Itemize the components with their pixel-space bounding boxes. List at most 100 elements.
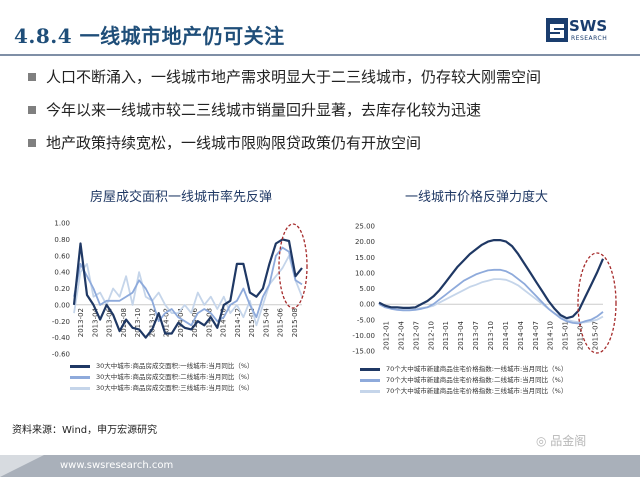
bullet-item: 地产政策持续宽松，一线城市限购限贷政策仍有开放空间 (28, 133, 541, 166)
title-divider (0, 54, 640, 56)
y-tick-label: 0.00 (54, 301, 70, 309)
x-tick-label: 2015-04 (577, 320, 585, 350)
bullet-item: 人口不断涌入，一线城市地产需求明显大于二三线城市，仍存较大刚需空间 (28, 67, 542, 100)
chart1-title: 房屋成交面积一线城市率先反弹 (90, 190, 273, 205)
legend-label: 30大中城市:商品房成交面积:三线城市:当月同比（%） (96, 384, 254, 392)
x-tick-label: 2015-01 (562, 321, 570, 350)
y-tick-label: -15.00 (352, 348, 375, 356)
bullet-square-icon (28, 106, 36, 114)
y-tick-label: 0.00 (359, 301, 375, 309)
bullet-square-icon (28, 73, 36, 81)
x-tick-label: 2012-04 (397, 320, 405, 350)
x-tick-label: 2013-04 (91, 307, 99, 337)
legend-item: 30大中城市:商品房成交面积:三线城市:当月同比（%） (70, 383, 254, 394)
legend-swatch (360, 390, 380, 393)
legend-swatch (360, 379, 380, 382)
x-tick-label: 2014-06 (191, 307, 199, 337)
bullet-list: 人口不断涌入，一线城市地产需求明显大于二三线城市，仍存较大刚需空间 今年以来一线… (28, 67, 542, 166)
x-tick-label: 2013-01 (442, 321, 450, 350)
x-tick-label: 2013-10 (134, 308, 142, 337)
legend-item: 70个大中城市新建商品住宅价格指数:一线城市:当月同比（%） (360, 364, 567, 375)
chart1-plot: 1.00 0.80 0.60 0.40 0.20 0.00 -0.20 -0.40 -0.60 2… (52, 220, 308, 359)
y-tick-label: -0.20 (52, 318, 70, 326)
footer-url: www.swsresearch.com (60, 460, 174, 471)
series-line (378, 278, 604, 324)
x-tick-label: 2014-12 (234, 308, 242, 337)
y-tick-label: 0.40 (54, 269, 70, 277)
x-tick-label: 2013-02 (77, 308, 85, 337)
y-tick-label: 10.00 (355, 269, 375, 277)
legend-label: 70个大中城市新建商品住宅价格指数:一线城市:当月同比（%） (386, 365, 568, 373)
footer-accent (0, 455, 44, 477)
footer-bar: www.swsresearch.com (0, 455, 640, 477)
x-tick-label: 2012-01 (382, 321, 390, 350)
series-line (378, 268, 604, 325)
legend-item: 30大中城市:商品房成交面积:一线城市:当月同比（%） (70, 361, 254, 372)
legend-label: 30大中城市:商品房成交面积:二线城市:当月同比（%） (96, 373, 254, 381)
y-tick-label: 20.00 (355, 238, 375, 246)
x-tick-label: 2015-08 (291, 308, 299, 337)
x-tick-label: 2013-07 (472, 321, 480, 350)
chart2-legend: 70个大中城市新建商品住宅价格指数:一线城市:当月同比（%） 70个大中城市新建… (360, 364, 567, 397)
legend-label: 30大中城市:商品房成交面积:一线城市:当月同比（%） (96, 362, 254, 370)
chart2-title: 一线城市价格反弹力度大 (405, 190, 549, 205)
highlight-ellipse (278, 223, 308, 309)
source-note: 资料来源：Wind，申万宏源研究 (12, 425, 158, 436)
x-tick-label: 2014-04 (517, 320, 525, 350)
y-tick-label: 0.60 (54, 252, 70, 260)
bullet-square-icon (28, 139, 36, 147)
x-tick-label: 2012-10 (427, 321, 435, 350)
legend-item: 70个大中城市新建商品住宅价格指数:二线城市:当月同比（%） (360, 375, 567, 386)
x-tick-label: 2015-07 (592, 321, 600, 350)
x-tick-label: 2014-04 (177, 307, 185, 337)
legend-item: 30大中城市:商品房成交面积:二线城市:当月同比（%） (70, 372, 254, 383)
x-tick-label: 2012-07 (412, 321, 420, 350)
legend-swatch (70, 365, 90, 368)
y-tick-label: -10.00 (352, 332, 375, 340)
y-tick-label: -5.00 (357, 316, 375, 324)
chart1-legend: 30大中城市:商品房成交面积:一线城市:当月同比（%） 30大中城市:商品房成交… (70, 361, 254, 394)
series-line (378, 239, 605, 320)
legend-label: 70个大中城市新建商品住宅价格指数:二线城市:当月同比（%） (386, 376, 568, 384)
sws-logo-icon (546, 18, 568, 42)
series-line (72, 238, 303, 339)
x-tick-label: 2014-10 (220, 308, 228, 337)
y-tick-label: -0.40 (52, 334, 70, 342)
y-tick-label: 25.00 (355, 223, 375, 231)
bullet-text: 人口不断涌入，一线城市地产需求明显大于二三线城市，仍存较大刚需空间 (46, 68, 542, 86)
chart2-plot: 25.00 20.00 15.00 10.00 5.00 0.00 -5.00 -10.00 -… (352, 223, 617, 356)
x-tick-label: 2014-08 (205, 308, 213, 337)
x-tick-label: 2013-12 (148, 308, 156, 337)
series-line (73, 246, 303, 327)
x-tick-label: 2013-04 (457, 320, 465, 350)
y-tick-label: 0.80 (54, 236, 70, 244)
watermark-text: 品金阁 (550, 434, 587, 448)
y-tick-label: 1.00 (54, 220, 70, 228)
x-tick-label: 2014-10 (547, 321, 555, 350)
bullet-item: 今年以来一线城市较二三线城市销量回升显著，去库存化较为迅速 (28, 100, 541, 133)
page-title: 4.8.4 一线城市地产仍可关注 (14, 24, 285, 48)
legend-swatch (70, 376, 90, 379)
x-tick-label: 2014-01 (502, 321, 510, 350)
x-tick-label: 2014-02 (163, 308, 171, 337)
y-tick-label: 15.00 (355, 254, 375, 262)
logo-subtext: RESEARCH (571, 35, 608, 42)
y-tick-label: 0.20 (54, 285, 70, 293)
watermark: ◎ 品金阁 (536, 432, 586, 449)
x-tick-label: 2013-06 (106, 307, 114, 337)
bullet-text: 今年以来一线城市较二三线城市销量回升显著，去库存化较为迅速 (46, 101, 482, 119)
highlight-ellipse (577, 252, 617, 354)
wechat-icon: ◎ (536, 434, 551, 448)
y-tick-label: 5.00 (359, 285, 375, 293)
y-tick-label: -0.60 (52, 351, 70, 359)
logo-text: SWS (569, 17, 608, 35)
x-tick-label: 2015-04 (262, 307, 270, 337)
legend-item: 70个大中城市新建商品住宅价格指数:三线城市:当月同比（%） (360, 386, 567, 397)
legend-swatch (360, 368, 380, 371)
legend-swatch (70, 387, 90, 390)
legend-label: 70个大中城市新建商品住宅价格指数:三线城市:当月同比（%） (386, 387, 568, 395)
series-line (73, 254, 303, 327)
bullet-text: 地产政策持续宽松，一线城市限购限贷政策仍有开放空间 (46, 134, 422, 152)
x-tick-label: 2013-10 (487, 321, 495, 350)
